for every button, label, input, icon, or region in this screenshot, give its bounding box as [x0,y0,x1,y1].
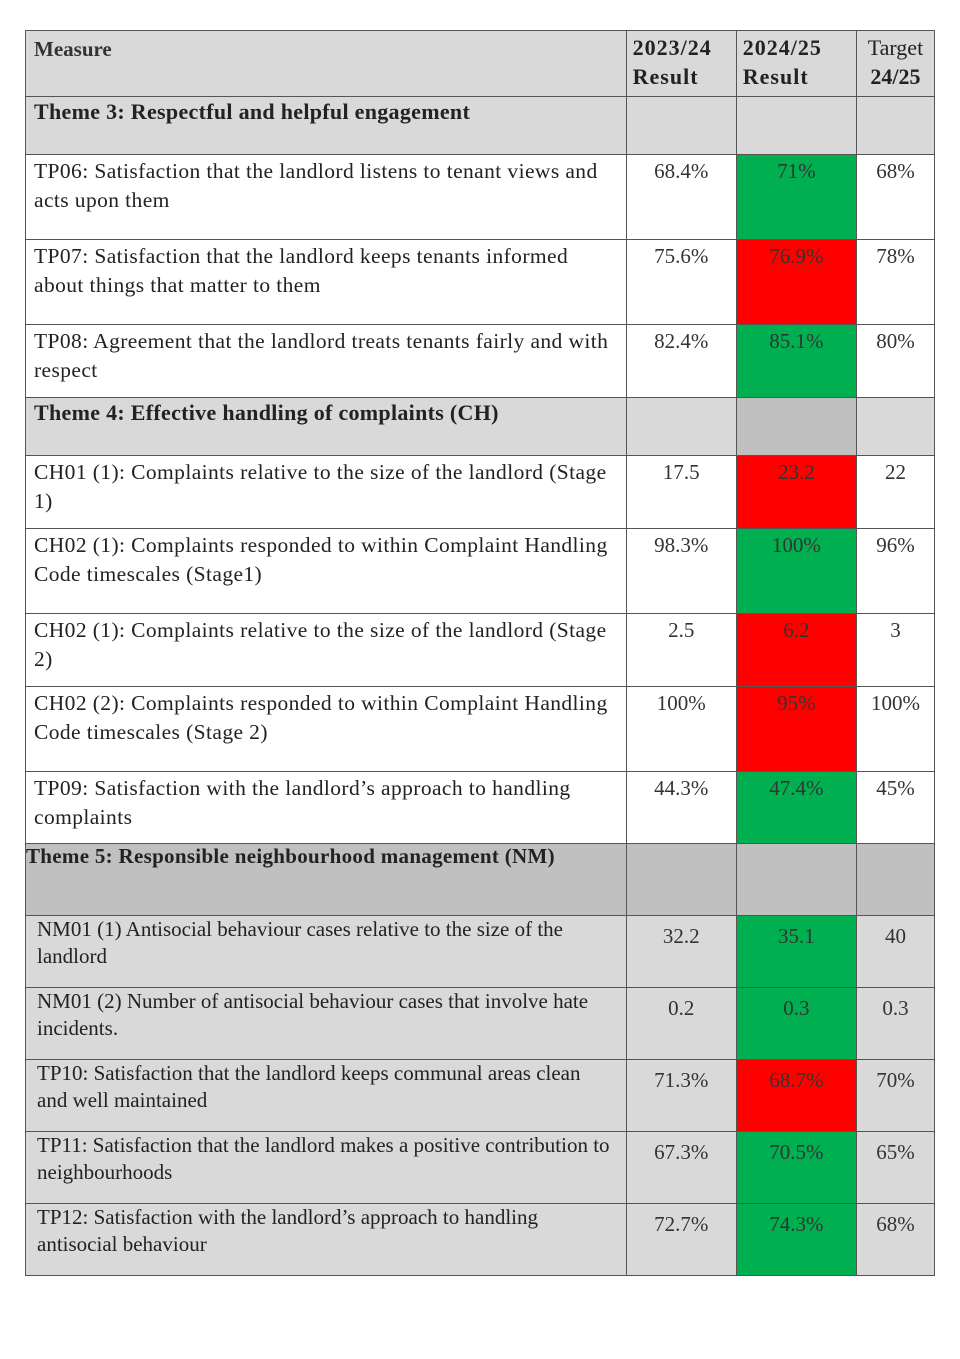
header-2023-sub: Result [632,64,699,89]
measure-cell: CH01 (1): Complaints relative to the siz… [25,455,627,529]
table-row: TP08: Agreement that the landlord treats… [25,324,936,398]
result-2023-cell: 75.6% [625,239,737,325]
performance-table: Measure 2023/24 Result 2024/25 Result Ta… [25,30,936,1276]
result-2023-cell: 98.3% [625,528,737,614]
header-target-label: Target [867,35,924,60]
measure-cell: TP08: Agreement that the landlord treats… [25,324,627,398]
target-cell: 3 [855,613,936,687]
target-cell: 70% [855,1059,936,1132]
result-2024-cell: 95% [735,686,857,772]
header-2023-year: 2023/24 [632,35,712,60]
header-measure: Measure [25,30,627,97]
table-row: CH02 (2): Complaints responded to within… [25,686,936,772]
target-cell: 100% [855,686,936,772]
header-2024-sub: Result [742,64,809,89]
result-2023-cell: 82.4% [625,324,737,398]
table-row: TP11: Satisfaction that the landlord mak… [25,1131,936,1204]
measure-cell: NM01 (2) Number of antisocial behaviour … [25,987,627,1060]
theme-row: Theme 3: Respectful and helpful engageme… [25,96,936,155]
measure-cell: NM01 (1) Antisocial behaviour cases rela… [25,915,627,988]
result-2024-cell: 100% [735,528,857,614]
measure-cell: TP12: Satisfaction with the landlord’s a… [25,1203,627,1276]
result-2023-cell: 17.5 [625,455,737,529]
result-2023-cell: 32.2 [625,915,737,988]
measure-cell: TP10: Satisfaction that the landlord kee… [25,1059,627,1132]
result-2024-cell: 23.2 [735,455,857,529]
target-cell: 0.3 [855,987,936,1060]
header-2024-result: 2024/25 Result [735,30,857,97]
result-2023-cell: 68.4% [625,154,737,240]
measure-cell: TP07: Satisfaction that the landlord kee… [25,239,627,325]
target-cell: 68% [855,154,936,240]
header-target: Target 24/25 [855,30,936,97]
target-cell: 78% [855,239,936,325]
table-row: NM01 (2) Number of antisocial behaviour … [25,987,936,1060]
header-target-year: 24/25 [870,64,921,89]
target-cell: 96% [855,528,936,614]
measure-cell: TP06: Satisfaction that the landlord lis… [25,154,627,240]
result-2024-cell: 74.3% [735,1203,857,1276]
table-row: TP06: Satisfaction that the landlord lis… [25,154,936,240]
table-row: TP10: Satisfaction that the landlord kee… [25,1059,936,1132]
result-2024-cell: 35.1 [735,915,857,988]
result-2024-cell: 68.7% [735,1059,857,1132]
target-cell: 45% [855,771,936,844]
target-cell: 68% [855,1203,936,1276]
table-row: TP09: Satisfaction with the landlord’s a… [25,771,936,844]
table-row: CH02 (1): Complaints relative to the siz… [25,613,936,687]
result-2023-cell: 72.7% [625,1203,737,1276]
table-row: CH01 (1): Complaints relative to the siz… [25,455,936,529]
table-row: NM01 (1) Antisocial behaviour cases rela… [25,915,936,988]
header-2024-year: 2024/25 [742,35,822,60]
target-cell: 65% [855,1131,936,1204]
target-cell: 40 [855,915,936,988]
theme-row: Theme 4: Effective handling of complaint… [25,397,936,456]
theme-3-title: Theme 3: Respectful and helpful engageme… [25,96,627,155]
result-2024-cell: 47.4% [735,771,857,844]
table-header-row: Measure 2023/24 Result 2024/25 Result Ta… [25,30,936,97]
result-2023-cell: 0.2 [625,987,737,1060]
measure-cell: CH02 (1): Complaints responded to within… [25,528,627,614]
theme-row: Theme 5: Responsible neighbourhood manag… [25,843,936,916]
table-row: CH02 (1): Complaints responded to within… [25,528,936,614]
measure-cell: TP09: Satisfaction with the landlord’s a… [25,771,627,844]
theme-4-title: Theme 4: Effective handling of complaint… [25,397,627,456]
result-2024-cell: 76.9% [735,239,857,325]
result-2023-cell: 44.3% [625,771,737,844]
theme-5-title: Theme 5: Responsible neighbourhood manag… [25,843,627,916]
result-2023-cell: 67.3% [625,1131,737,1204]
result-2023-cell: 71.3% [625,1059,737,1132]
measure-cell: TP11: Satisfaction that the landlord mak… [25,1131,627,1204]
measure-cell: CH02 (2): Complaints responded to within… [25,686,627,772]
result-2023-cell: 2.5 [625,613,737,687]
target-cell: 80% [855,324,936,398]
measure-cell: CH02 (1): Complaints relative to the siz… [25,613,627,687]
table-row: TP07: Satisfaction that the landlord kee… [25,239,936,325]
result-2024-cell: 6.2 [735,613,857,687]
result-2024-cell: 71% [735,154,857,240]
target-cell: 22 [855,455,936,529]
result-2024-cell: 70.5% [735,1131,857,1204]
table-row: TP12: Satisfaction with the landlord’s a… [25,1203,936,1276]
result-2024-cell: 85.1% [735,324,857,398]
result-2023-cell: 100% [625,686,737,772]
header-2023-result: 2023/24 Result [625,30,737,97]
result-2024-cell: 0.3 [735,987,857,1060]
